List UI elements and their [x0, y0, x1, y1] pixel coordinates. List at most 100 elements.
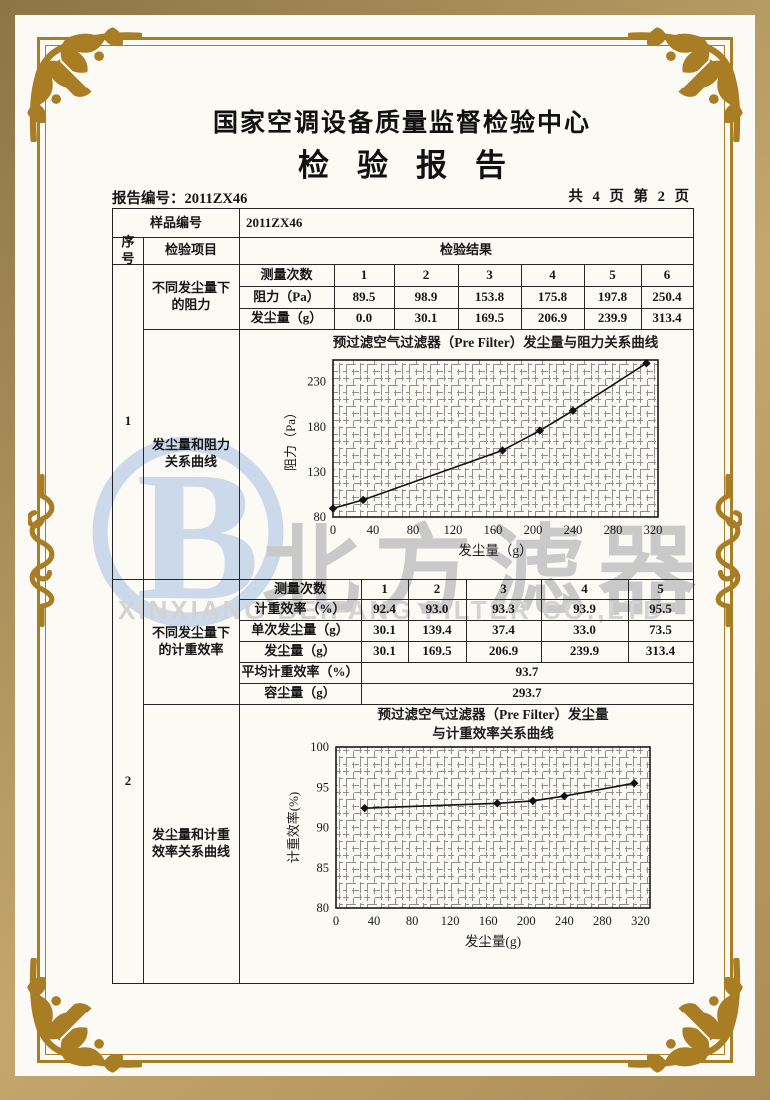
- t2-cell: 92.4: [373, 601, 396, 617]
- grid-line: [113, 264, 693, 266]
- t2-cell: 239.9: [569, 643, 600, 659]
- svg-text:160: 160: [484, 523, 503, 537]
- t2-cell: 93.9: [573, 601, 596, 617]
- grid-line: [458, 264, 460, 329]
- t1-cell: 89.5: [352, 288, 376, 304]
- svg-text:280: 280: [593, 914, 612, 928]
- svg-text:40: 40: [368, 914, 381, 928]
- t1-header-cell: 6: [663, 266, 671, 282]
- t1-cell: 197.8: [597, 288, 628, 304]
- gold-frame-outer: [37, 37, 733, 1063]
- t2-row-label: 单次发尘量（g）: [251, 622, 349, 638]
- t2-cell: 93.3: [492, 601, 515, 617]
- grid-line: [143, 704, 693, 706]
- t1-cell: 250.4: [652, 288, 682, 304]
- efficiency-curve-chart: 预过滤空气过滤器（Pre Filter）发尘量 与计重效率关系曲线 80 85 90 95…: [280, 705, 690, 960]
- sample-no-label: 样品编号: [149, 214, 202, 230]
- grid-line: [113, 237, 693, 239]
- t1-row-label: 发尘量（g）: [250, 310, 323, 326]
- t2-cell: 37.4: [492, 622, 515, 638]
- t2-cell: 30.1: [373, 643, 396, 659]
- svg-text:230: 230: [307, 375, 326, 389]
- grid-line: [408, 579, 410, 662]
- t1-cell: 206.9: [537, 310, 568, 326]
- svg-text:阻力（Pa）: 阻力（Pa）: [283, 406, 298, 471]
- svg-text:80: 80: [407, 523, 420, 537]
- t1-cell: 153.8: [474, 288, 505, 304]
- t2-cell: 73.5: [649, 622, 672, 638]
- center-name-title: 国家空调设备质量监督检验中心: [212, 109, 591, 137]
- svg-text:200: 200: [517, 914, 536, 928]
- svg-text:320: 320: [631, 914, 650, 928]
- t1-cell: 313.4: [652, 310, 682, 326]
- grid-line: [334, 264, 336, 329]
- t1-header-cell: 5: [609, 266, 616, 282]
- svg-text:180: 180: [307, 420, 326, 434]
- col-header-item: 检验项目: [164, 242, 217, 258]
- t2-row-label: 计重效率（%）: [254, 601, 346, 617]
- t2-header-label: 测量次数: [273, 580, 326, 596]
- t2-row-label: 发尘量（g）: [264, 643, 336, 659]
- grid-line: [521, 264, 523, 329]
- t1-cell: 175.8: [537, 288, 568, 304]
- svg-text:240: 240: [564, 523, 583, 537]
- report-number: 报告编号：2011ZX46: [112, 191, 248, 207]
- t2-header-cell: 4: [581, 580, 588, 596]
- section1-item-curve: 发尘量和阻力关系曲线: [151, 437, 230, 469]
- t2-avg-value: 93.7: [515, 664, 539, 680]
- results-table: 样品编号 2011ZX46 序号 检验项目 检验结果 1 不同发尘量下的阻力 发…: [112, 208, 694, 984]
- grid-line: [143, 329, 693, 331]
- t2-header-cell: 1: [381, 580, 388, 596]
- svg-text:240: 240: [555, 914, 574, 928]
- t1-cell: 0.0: [355, 310, 373, 326]
- grid-line: [641, 264, 643, 329]
- svg-text:80: 80: [317, 901, 330, 915]
- page-indicator: 共 4 页 第 2 页: [568, 189, 692, 205]
- svg-text:80: 80: [314, 510, 327, 524]
- svg-text:40: 40: [367, 523, 380, 537]
- section2-item-curve: 发尘量和计重效率关系曲线: [151, 826, 230, 859]
- grid-line: [628, 579, 630, 662]
- t2-capacity-label: 容尘量（g）: [264, 685, 336, 701]
- t2-cell: 169.5: [422, 643, 452, 659]
- t1-cell: 98.9: [414, 288, 438, 304]
- section2-seq: 2: [124, 772, 132, 788]
- t1-header-cell: 4: [549, 266, 556, 282]
- report-title: 检验报告: [298, 148, 534, 183]
- t2-cell: 313.4: [645, 643, 676, 659]
- grid-line: [361, 579, 363, 704]
- t1-header-cell: 2: [422, 266, 430, 282]
- t2-header-cell: 3: [500, 580, 507, 596]
- svg-text:计重效率(%): 计重效率(%): [286, 792, 301, 864]
- section1-item-resistance: 不同发尘量下的阻力: [151, 279, 230, 312]
- watermark-chinese-text: 北方滤器: [262, 516, 711, 626]
- svg-text:120: 120: [441, 914, 460, 928]
- t1-header-cell: 1: [360, 266, 368, 282]
- svg-text:100: 100: [310, 740, 329, 754]
- section2-item-efficiency: 不同发尘量下的计重效率: [151, 624, 230, 657]
- t2-header-cell: 2: [433, 580, 441, 596]
- t2-cell: 33.0: [573, 622, 596, 638]
- t2-cell: 30.1: [373, 622, 396, 638]
- svg-text:280: 280: [604, 523, 623, 537]
- svg-text:320: 320: [644, 523, 663, 537]
- t1-header-label: 测量次数: [260, 266, 313, 282]
- gold-frame-inner: [45, 45, 725, 1055]
- t1-cell: 169.5: [474, 310, 505, 326]
- grid-line: [239, 308, 693, 310]
- col-header-result: 检验结果: [439, 242, 492, 258]
- section1-seq: 1: [124, 413, 132, 429]
- grid-line: [239, 286, 693, 288]
- svg-text:130: 130: [307, 465, 326, 479]
- sample-no-value: 2011ZX46: [246, 214, 303, 230]
- svg-text:0: 0: [330, 523, 336, 537]
- t2-cell: 93.0: [425, 601, 449, 617]
- col-header-seq: 序号: [121, 233, 135, 266]
- t1-row-label: 阻力（Pa）: [253, 288, 320, 304]
- grid-line: [143, 237, 145, 983]
- grid-line: [466, 579, 468, 662]
- svg-text:发尘量（g）: 发尘量（g）: [458, 543, 532, 558]
- svg-text:80: 80: [406, 914, 419, 928]
- grid-line: [239, 683, 693, 685]
- grid-line: [239, 209, 241, 983]
